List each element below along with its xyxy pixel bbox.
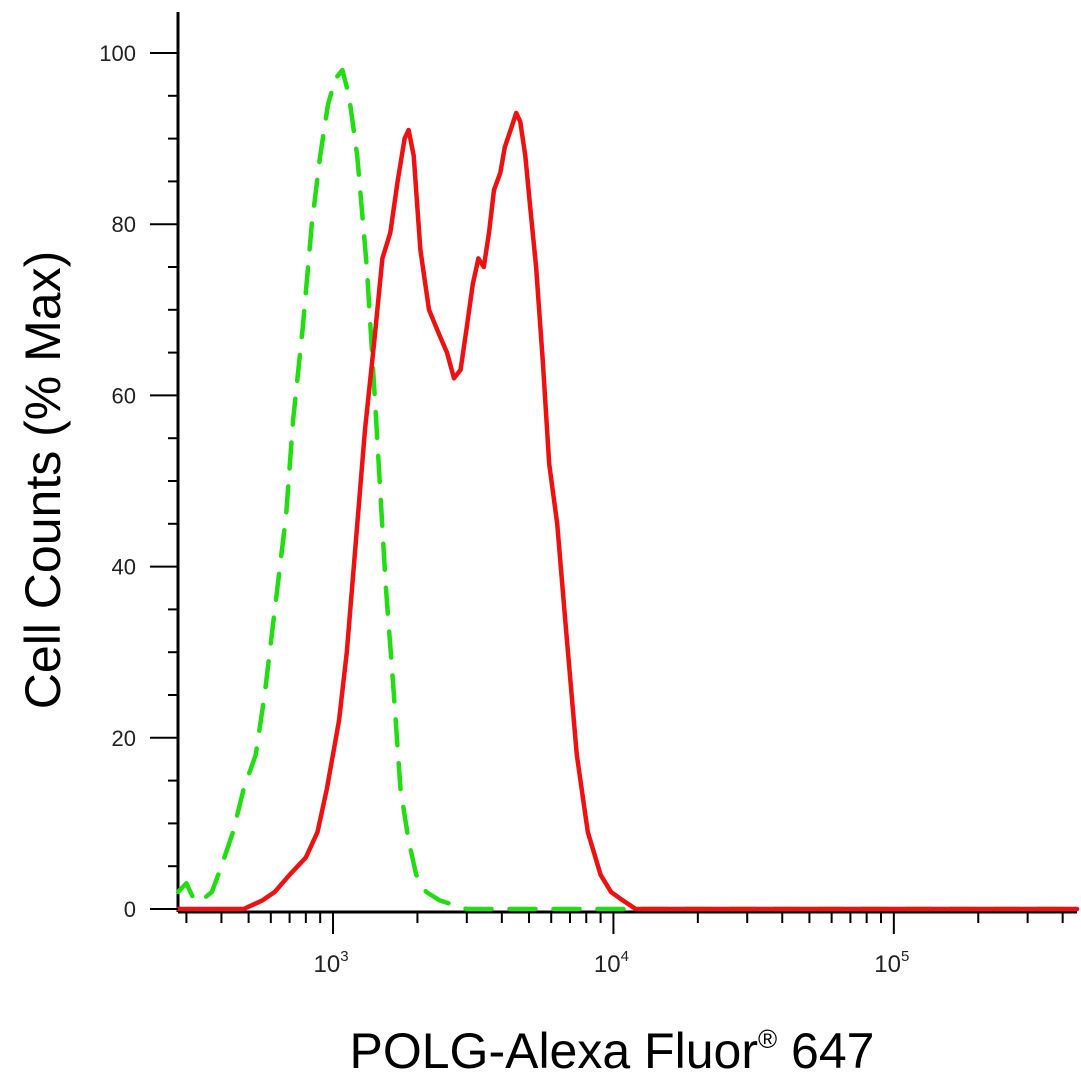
y-tick-label: 100 bbox=[99, 41, 136, 66]
x-tick-label: 104 bbox=[594, 948, 629, 978]
x-axis-title-main: POLG-Alexa Fluor bbox=[350, 1023, 758, 1078]
ticks-layer: 0 20 40 60 80 100 103 104 105 bbox=[99, 41, 1064, 978]
y-tick-label: 60 bbox=[112, 383, 136, 408]
histogram-series-1 bbox=[175, 67, 1080, 912]
x-tick-label: 105 bbox=[874, 948, 909, 978]
x-axis-title: POLG-Alexa Fluor® 647 bbox=[350, 1023, 875, 1078]
series-layer bbox=[175, 67, 1080, 912]
x-axis-title-mark: ® bbox=[758, 1024, 777, 1054]
axes bbox=[176, 12, 1077, 914]
y-tick-label: 20 bbox=[112, 726, 136, 751]
y-tick-label: 0 bbox=[124, 897, 136, 922]
x-tick-label: 103 bbox=[313, 948, 348, 978]
histogram-series-2 bbox=[175, 110, 1080, 912]
y-axis-title: Cell Counts (% Max) bbox=[15, 251, 71, 709]
x-axis-title-suffix: 647 bbox=[777, 1023, 874, 1078]
y-tick-label: 80 bbox=[112, 212, 136, 237]
y-tick-label: 40 bbox=[112, 555, 136, 580]
